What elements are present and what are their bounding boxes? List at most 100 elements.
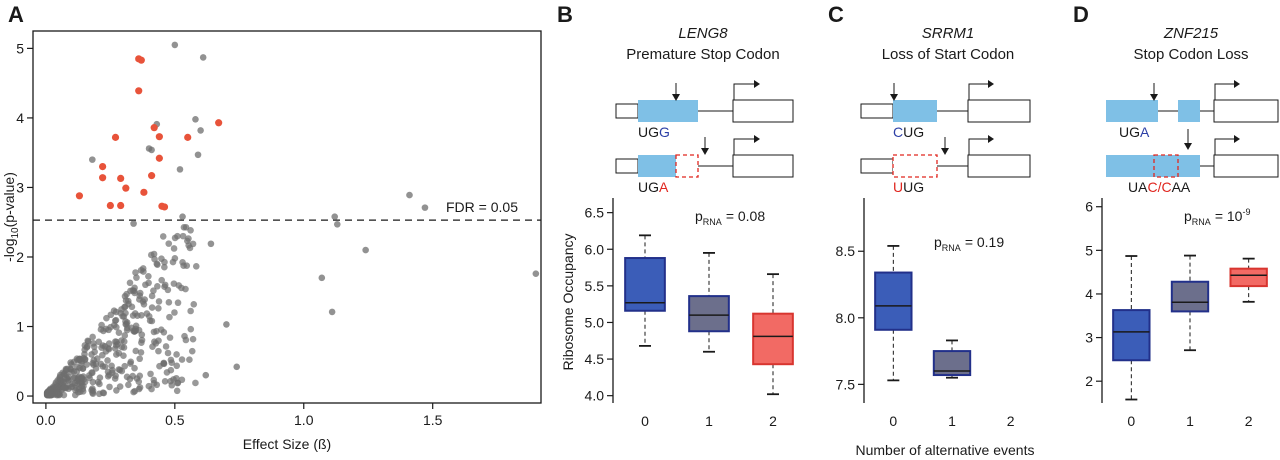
p-symbol: p [1184,208,1192,224]
y-label-main: -log [1,239,17,262]
scatter-point [145,272,152,280]
downstream-orf-box [1213,154,1279,178]
y-tick-label: 4 [1085,286,1093,302]
scatter-point [52,385,60,393]
scatter-point [115,329,123,336]
scatter-point [362,246,369,254]
scatter-point [171,309,178,316]
scatter-point [233,363,241,371]
significant-point [106,201,114,210]
main-exon [638,100,698,122]
scatter-point [148,385,155,393]
scatter-point [89,389,96,397]
significant-point [148,172,156,180]
scatter-point [171,41,179,49]
scatter-point [421,204,429,211]
scatter-point [162,343,170,350]
panel-c-subtitle: Loss of Start Codon [882,46,1015,63]
scatter-point [79,365,87,372]
panel-b-schematic: UGG UGA [615,80,794,195]
scatter-point [154,283,161,290]
p-subscript: RNA [1192,217,1211,227]
fused-exon [1106,155,1200,177]
y-tick-label: 5 [16,40,24,56]
scatter-point [104,357,111,364]
scatter-point [207,240,215,248]
downstream-orf-box [967,154,1031,178]
significant-point [137,56,145,64]
scatter-point [185,235,192,242]
y-tick-label: 3 [1085,330,1093,346]
scatter-point [150,379,158,387]
panel-d-gene: ZNF215 [1163,25,1219,42]
x-tick-label: 0 [1127,413,1135,429]
scatter-point [187,325,195,333]
significant-point [117,174,125,183]
orf-start-arrow [733,138,758,155]
scatter-point [99,342,107,349]
lost-region [892,154,938,178]
scatter-point [152,340,160,347]
scatter-point [108,362,115,370]
panel-c-schematic: CUG UUG [860,80,1031,195]
scatter-point [190,301,198,308]
scatter-point [167,356,175,364]
scatter-point [124,297,132,305]
scatter-point [188,347,196,355]
scatter-point [189,335,197,343]
scatter-y-axis-label: -log10(p-value) [1,172,21,262]
significant-point [184,133,192,141]
scatter-point [166,334,174,341]
box [932,350,972,377]
codon-bottom: UAC/CAA [1128,179,1191,195]
scatter-point [175,282,183,289]
x-tick-label: 2 [1007,413,1015,429]
y-tick-label: 7.5 [836,376,856,392]
scatter-point [173,362,181,370]
panel-c: C SRRM1 Loss of Start Codon CUG UUG 7.58… [828,2,1034,458]
scatter-point [113,387,120,394]
scatter-point [89,156,96,163]
codon-pointer-head [1150,94,1158,101]
scatter-point [74,356,81,364]
significant-point [155,133,163,141]
scatter-point [187,227,194,234]
scatter-point [89,333,96,341]
scatter-point [81,342,89,349]
downstream-orf-box [732,154,794,178]
p-superscript: -9 [1242,207,1250,217]
main-exon [1106,100,1158,122]
scatter-point [110,307,118,314]
significant-point [111,133,120,141]
scatter-point [126,375,134,383]
significant-point [135,87,143,95]
scatter-point [161,263,168,271]
scatter-point [103,314,110,322]
scatter-point [158,276,165,284]
codon-bottom: UGA [638,179,669,195]
scatter-point [136,289,144,297]
scatter-point [199,54,207,61]
truncated-exon [638,155,676,177]
scatter-point [140,300,148,308]
y-tick-label: 0 [16,388,24,404]
y-tick-label: 1 [16,319,24,335]
scatter-point [166,313,173,321]
p-subscript: RNA [942,243,961,253]
p-value-text: = 10 [1215,208,1243,224]
scatter-point [94,378,102,386]
scatter-point [122,309,129,317]
scatter-point [142,281,149,289]
scatter-point [85,372,93,379]
scatter-point [406,191,413,199]
panel-a: A FDR = 0.05 0.0 0.5 1.0 1.5 0 1 2 3 4 5 Effect … [1,2,542,452]
scatter-point [97,360,105,368]
scatter-point [174,232,181,240]
scatter-point [194,151,202,159]
scatter-point [160,328,168,336]
scatter-point [192,379,199,387]
scatter-point [161,377,169,385]
box [1229,267,1268,288]
scatter-point [131,364,138,372]
